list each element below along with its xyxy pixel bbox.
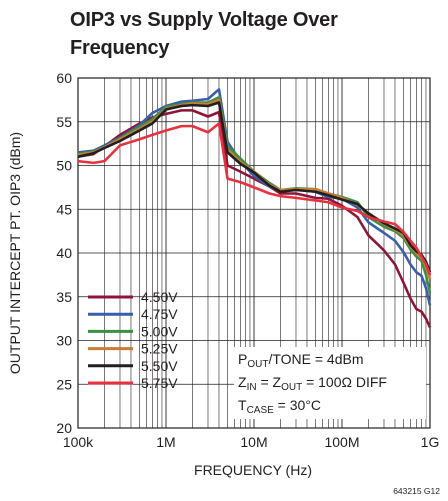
series-line-5-75v [77,122,432,276]
x-tick-label: 10M [240,434,267,450]
chart-title-line-1: OIP3 vs Supply Voltage Over [70,9,338,31]
chart-title: OIP3 vs Supply Voltage Over Frequency [70,6,338,62]
x-tick-label: 1M [156,434,175,450]
y-tick-labels: 20 25 30 35 40 45 50 55 60 [56,70,72,436]
conditions-annotation: POUT/TONE = 4dBm ZIN = ZOUT = 100Ω DIFF … [234,347,426,419]
plot-frame [77,77,431,429]
chart-title-line-2: Frequency [70,37,170,59]
annotation-background [234,347,426,419]
y-tick-label: 50 [56,158,72,174]
legend-label: 4.50V [141,289,178,305]
y-tick-label: 25 [56,376,72,392]
legend-label: 5.50V [141,358,178,374]
legend-label: 5.00V [141,323,178,339]
x-tick-label: 1G [421,434,440,450]
y-tick-label: 40 [56,245,72,261]
y-tick-label: 20 [56,420,72,436]
annotation-tcase: TCASE = 30°C [238,397,321,416]
y-tick-label: 55 [56,114,72,130]
x-tick-labels: 100k 1M 10M 100M 1G [63,434,440,450]
legend-label: 5.75V [141,375,178,391]
y-tick-label: 30 [56,333,72,349]
x-axis-label: FREQUENCY (Hz) [194,462,312,478]
x-tick-label: 100M [324,434,359,450]
y-axis-label: OUTPUT INTERCEPT PT. OIP3 (dBm) [7,132,23,374]
legend-label: 4.75V [141,306,178,322]
x-tick-label: 100k [63,434,94,450]
annotation-impedance: ZIN = ZOUT = 100Ω DIFF [238,374,387,393]
series-group [77,88,432,328]
y-tick-label: 35 [56,289,72,305]
y-tick-label: 60 [56,70,72,86]
legend-label: 5.25V [141,341,178,357]
y-tick-label: 45 [56,201,72,217]
annotation-pout: POUT/TONE = 4dBm [238,351,364,370]
figure-code: 643215 G12 [393,486,440,496]
